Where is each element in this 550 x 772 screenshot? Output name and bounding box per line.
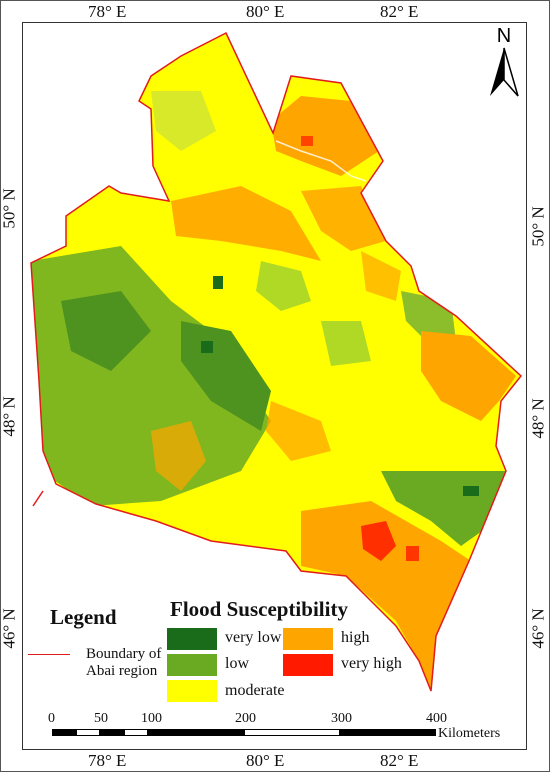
lat-label-right-48: 48° N xyxy=(528,398,548,439)
lon-label-top-78: 78° E xyxy=(88,2,127,21)
lat-label-left-48: 48° N xyxy=(0,396,19,437)
scale-tick-100: 100 xyxy=(141,711,162,726)
lon-label-bottom-78: 78° E xyxy=(88,751,127,770)
scale-tick-0: 0 xyxy=(48,711,55,726)
scale-unit-label: Kilometers xyxy=(438,726,501,741)
legend-label-low: low xyxy=(225,655,249,672)
lon-label-bottom-80: 80° E xyxy=(246,751,285,770)
lat-label-right-46: 46° N xyxy=(528,608,548,649)
legend-boundary-line xyxy=(28,654,70,655)
scale-tick-300: 300 xyxy=(331,711,352,726)
scale-tick-200: 200 xyxy=(235,711,256,726)
lat-label-right-50: 50° N xyxy=(528,206,548,247)
lat-label-left-46: 46° N xyxy=(0,608,19,649)
legend-swatch-very-high xyxy=(283,654,333,676)
lat-label-left-50: 50° N xyxy=(0,188,19,229)
legend-swatch-high xyxy=(283,628,333,650)
lon-label-top-80: 80° E xyxy=(246,2,285,21)
legend-swatch-moderate xyxy=(167,680,217,702)
lon-label-top-82: 82° E xyxy=(380,2,419,21)
map-panel xyxy=(22,22,527,750)
lon-label-bottom-82: 82° E xyxy=(380,751,419,770)
legend-swatch-very-low xyxy=(167,628,217,650)
legend-label-very-high: very high xyxy=(341,655,402,672)
scale-tick-50: 50 xyxy=(94,711,108,726)
legend-label-moderate: moderate xyxy=(225,682,285,699)
legend-boundary-label: Boundary of Abai region xyxy=(86,646,162,679)
flood-susceptibility-title: Flood Susceptibility xyxy=(170,597,348,621)
legend-title: Legend xyxy=(50,605,117,629)
scale-tick-400: 400 xyxy=(426,711,447,726)
legend-label-high: high xyxy=(341,629,370,646)
legend-label-very-low: very low xyxy=(225,629,282,646)
legend-swatch-low xyxy=(167,654,217,676)
north-arrow-label: N xyxy=(497,25,511,47)
flood-susceptibility-map xyxy=(30,32,522,692)
north-arrow-icon: N xyxy=(490,25,519,97)
scale-bar xyxy=(52,729,438,736)
